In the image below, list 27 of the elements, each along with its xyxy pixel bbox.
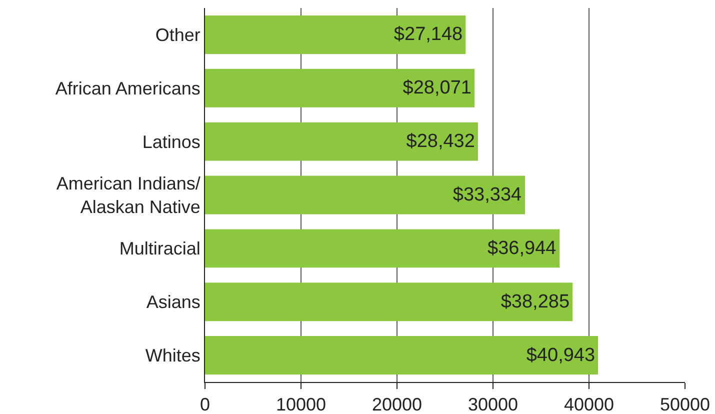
bar — [205, 229, 560, 268]
y-tick-label: Whites — [145, 346, 200, 366]
bar — [205, 176, 526, 214]
data-label: $40,943 — [526, 344, 596, 366]
x-tick-label: 40000 — [564, 394, 614, 414]
y-tick-label: Multiracial — [119, 238, 200, 259]
bar — [205, 282, 573, 322]
data-label: $28,432 — [406, 131, 475, 152]
y-tick-label: American Indians/ Alaskan Native — [56, 174, 200, 217]
data-label: $27,148 — [394, 24, 463, 46]
bar — [205, 15, 466, 54]
x-tick-label: 0 — [200, 394, 210, 414]
y-tick-label: Asians — [146, 292, 200, 312]
y-tick-label: African Americans — [55, 78, 200, 98]
data-label: $38,285 — [500, 291, 570, 312]
x-tick-label: 20000 — [372, 394, 422, 414]
bar — [205, 68, 474, 108]
x-tick-label: 10000 — [276, 394, 326, 414]
x-tick-label: 50000 — [660, 394, 710, 414]
bar — [205, 122, 478, 161]
y-tick-label: Latinos — [142, 132, 200, 152]
data-label: $33,334 — [452, 184, 522, 206]
x-tick-label: 30000 — [468, 394, 518, 414]
data-label: $28,071 — [402, 78, 472, 99]
bar — [205, 336, 598, 375]
y-tick-label: Other — [155, 25, 200, 46]
data-label: $36,944 — [488, 238, 557, 259]
